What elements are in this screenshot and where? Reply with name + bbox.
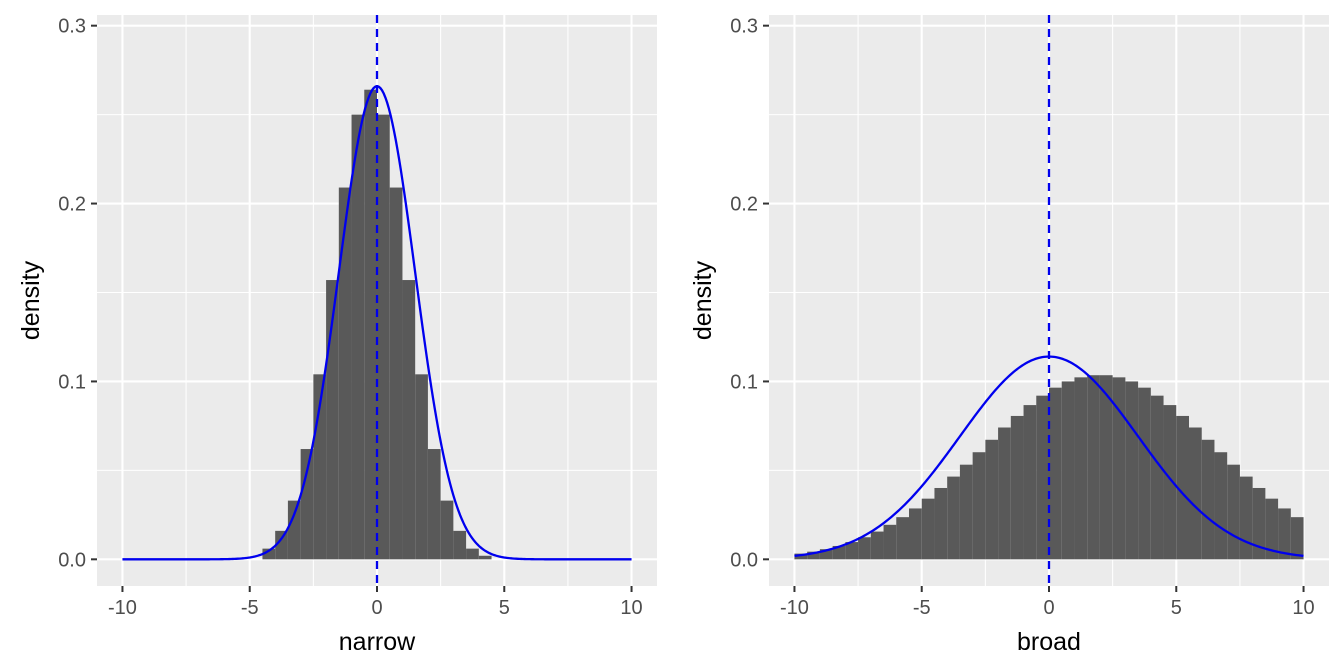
broad-histogram-bar <box>1239 476 1253 560</box>
broad-histogram-bar <box>1061 381 1075 560</box>
broad-x-axis-title: broad <box>1017 628 1081 656</box>
narrow-histogram-bar <box>402 280 416 560</box>
broad-histogram-bar <box>921 498 935 560</box>
narrow-y-tick-label: 0.0 <box>58 549 86 571</box>
broad-histogram-bar <box>858 537 871 560</box>
broad-histogram-bar <box>1112 377 1126 560</box>
broad-histogram-bar <box>972 452 986 560</box>
narrow-histogram-panel: -10 -5 0 5 10 0.0 0.1 0.2 0.3 narrow density <box>17 15 657 656</box>
broad-x-tick-label: -10 <box>780 597 809 619</box>
broad-y-tick-label: 0.1 <box>730 371 758 393</box>
narrow-y-tick-label: 0.2 <box>58 194 86 216</box>
broad-y-tick-label: 0.2 <box>730 194 758 216</box>
broad-histogram-bar <box>870 531 884 560</box>
narrow-y-tick-label: 0.1 <box>58 371 86 393</box>
broad-histogram-bar <box>959 464 973 560</box>
narrow-y-tick-label: 0.3 <box>58 16 86 38</box>
narrow-histogram-bar <box>351 114 365 560</box>
narrow-histogram-bars <box>262 89 492 560</box>
narrow-histogram-bar <box>478 555 492 560</box>
broad-histogram-bar <box>1138 387 1151 560</box>
narrow-x-tick-label: -5 <box>241 597 259 619</box>
broad-histogram-bar <box>1201 439 1215 560</box>
broad-histogram-bar <box>998 427 1011 560</box>
broad-histogram-bar <box>1049 387 1062 560</box>
broad-histogram-bar <box>1074 377 1088 560</box>
broad-y-tick-label: 0.0 <box>730 549 758 571</box>
broad-y-axis-ticks: 0.0 0.1 0.2 0.3 <box>730 16 769 571</box>
broad-histogram-bar <box>1227 464 1240 560</box>
narrow-histogram-bar <box>440 500 454 560</box>
broad-histogram-bar <box>1278 508 1291 560</box>
broad-x-tick-label: 10 <box>1292 597 1314 619</box>
broad-histogram-bar <box>1010 415 1024 560</box>
broad-histogram-bar <box>985 439 999 560</box>
broad-histogram-bar <box>819 549 833 560</box>
broad-histogram-bar <box>1290 517 1304 560</box>
narrow-x-tick-label: -10 <box>108 597 137 619</box>
broad-histogram-bar <box>807 551 820 560</box>
broad-histogram-bar <box>1099 375 1113 560</box>
narrow-histogram-bar <box>262 548 276 560</box>
narrow-histogram-bar <box>300 449 314 560</box>
narrow-x-tick-label: 10 <box>620 597 642 619</box>
narrow-histogram-bar <box>466 548 479 560</box>
broad-histogram-bar <box>909 508 922 560</box>
narrow-histogram-bar <box>427 449 441 560</box>
broad-x-tick-label: 5 <box>1171 597 1182 619</box>
broad-histogram-bar <box>1252 487 1266 560</box>
broad-histogram-panel: -10 -5 0 5 10 0.0 0.1 0.2 0.3 broad density <box>689 15 1329 656</box>
narrow-histogram-bar <box>389 187 403 560</box>
broad-histogram-bar <box>883 524 897 560</box>
broad-histogram-bars <box>794 375 1304 560</box>
narrow-histogram-bar <box>338 187 352 560</box>
narrow-y-axis-ticks: 0.0 0.1 0.2 0.3 <box>58 16 97 571</box>
broad-histogram-bar <box>1176 415 1189 560</box>
broad-histogram-bar <box>1189 427 1202 560</box>
narrow-histogram-bar <box>415 374 428 560</box>
broad-histogram-bar <box>1125 381 1139 560</box>
broad-histogram-bar <box>1036 395 1049 560</box>
broad-histogram-bar <box>832 545 846 560</box>
broad-histogram-bar <box>845 542 859 560</box>
broad-y-tick-label: 0.3 <box>730 16 758 38</box>
broad-histogram-bar <box>794 553 808 560</box>
narrow-x-axis-title: narrow <box>339 628 416 656</box>
narrow-histogram-bar <box>275 530 288 560</box>
narrow-histogram-bar <box>377 114 390 560</box>
narrow-x-tick-label: 0 <box>371 597 382 619</box>
broad-x-axis-ticks: -10 -5 0 5 10 <box>780 586 1315 619</box>
broad-histogram-bar <box>896 517 909 560</box>
broad-y-axis-title: density <box>689 260 717 340</box>
narrow-histogram-bar <box>453 530 467 560</box>
broad-histogram-bar <box>1087 375 1100 560</box>
broad-histogram-bar <box>934 487 948 560</box>
narrow-x-tick-label: 5 <box>499 597 510 619</box>
narrow-x-axis-ticks: -10 -5 0 5 10 <box>108 586 643 619</box>
broad-histogram-bar <box>1163 405 1177 560</box>
broad-histogram-bar <box>1214 452 1228 560</box>
broad-histogram-bar <box>1265 498 1279 560</box>
broad-histogram-bar <box>1150 395 1164 560</box>
narrow-histogram-bar <box>364 89 377 560</box>
narrow-histogram-bar <box>287 500 301 560</box>
broad-histogram-bar <box>947 476 960 560</box>
broad-x-tick-label: -5 <box>913 597 931 619</box>
broad-histogram-bar <box>1023 405 1037 560</box>
narrow-y-axis-title: density <box>17 260 45 340</box>
broad-x-tick-label: 0 <box>1043 597 1054 619</box>
